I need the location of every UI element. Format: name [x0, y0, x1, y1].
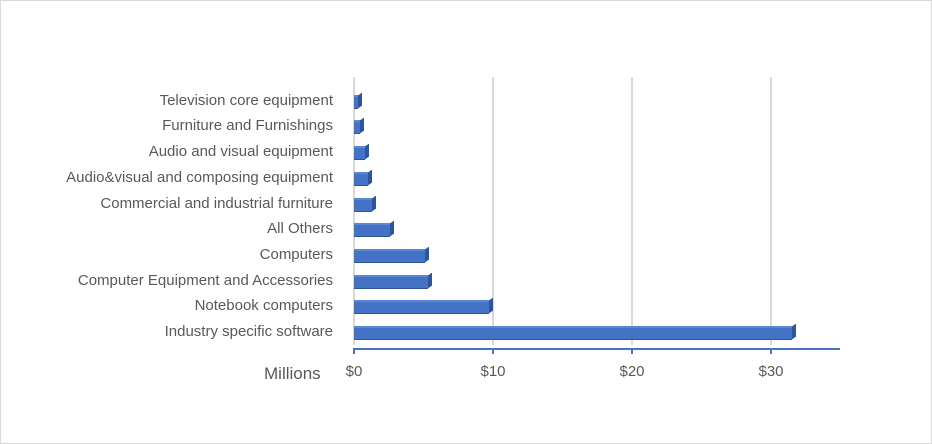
category-label: Television core equipment: [159, 91, 333, 109]
bar: [354, 248, 426, 263]
bar: [354, 326, 793, 340]
category-label: Audio and visual equipment: [148, 143, 333, 161]
bar: [354, 274, 428, 289]
x-tick-label: $30: [758, 363, 784, 380]
category-label: Audio&visual and composing equipment: [66, 168, 333, 186]
x-axis-tick: [631, 348, 633, 354]
gridline: [492, 77, 494, 345]
category-label: Notebook computers: [194, 297, 333, 315]
x-tick-label: $10: [480, 363, 506, 380]
category-label: Furniture and Furnishings: [162, 117, 333, 135]
bar: [354, 94, 359, 109]
gridline: [631, 77, 633, 345]
gridline: [770, 77, 772, 345]
category-label: Computer Equipment and Accessories: [77, 271, 333, 289]
bar: [354, 171, 369, 186]
category-label: Computers: [259, 245, 333, 263]
category-label: Industry specific software: [164, 323, 333, 340]
category-label: Commercial and industrial furniture: [100, 194, 333, 212]
x-tick-label: $0: [345, 363, 363, 380]
category-label: All Others: [267, 220, 333, 238]
bar: [354, 120, 360, 135]
x-axis-tick: [770, 348, 772, 354]
x-tick-label: $20: [619, 363, 645, 380]
bar: [354, 223, 391, 238]
x-axis-tick: [353, 348, 355, 354]
x-axis-line: [353, 348, 840, 350]
bar: [354, 197, 373, 212]
x-axis-tick: [492, 348, 494, 354]
bar: [354, 300, 489, 315]
bar: [354, 146, 366, 161]
x-axis-unit-label: Millions: [264, 364, 321, 383]
